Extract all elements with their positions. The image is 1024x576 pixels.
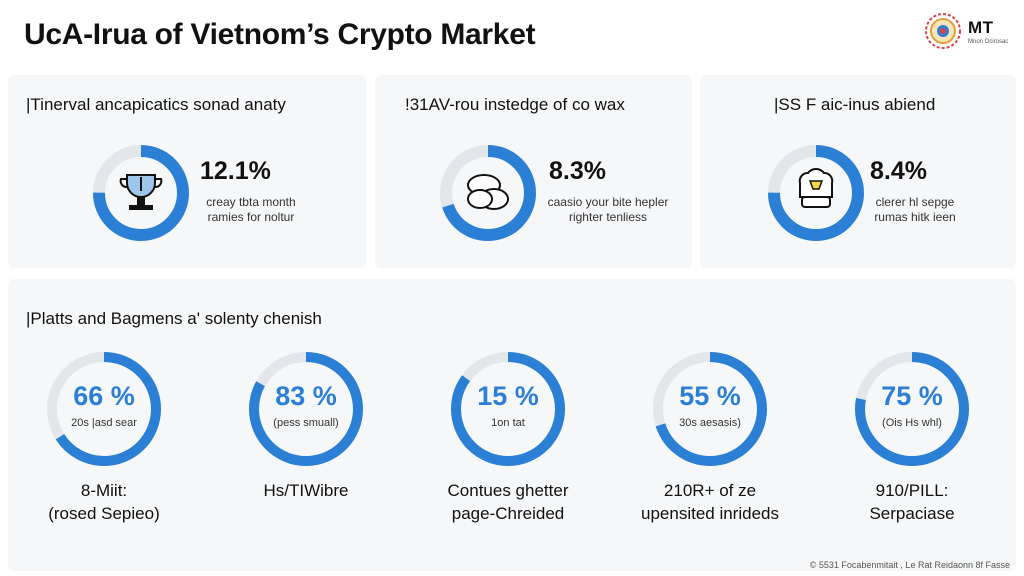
donut-fill	[249, 352, 363, 466]
top-card-2: !31AV-rou instedge of co wax 8.3% caasio…	[375, 75, 692, 268]
logo-text: MT	[968, 18, 994, 37]
stat-subtext: (Ois Hs whl)	[882, 417, 942, 429]
card-title: |Tinerval ancapicatics sonad anaty	[26, 95, 286, 114]
stat-donut	[451, 352, 565, 466]
card-value: 12.1%	[200, 157, 271, 185]
top-card-1: |Tinerval ancapicatics sonad anaty 12.1%…	[8, 75, 366, 268]
page-title: UcA-Irua of Vietnom’s Crypto Market	[24, 18, 536, 51]
stat-donut	[653, 352, 767, 466]
stat-label: 910/PILL: Serpaciase	[869, 481, 955, 523]
coins-icon	[467, 174, 509, 210]
stat-label: Contues ghetter page-Chreided	[447, 481, 569, 523]
stat-donut	[47, 352, 161, 466]
trophy-icon	[119, 174, 163, 210]
seal-icon	[925, 13, 961, 49]
stat-donut	[855, 352, 969, 466]
donut-fill	[440, 145, 536, 241]
stat-subtext: 1on tat	[491, 417, 525, 429]
bottom-panel: |Platts and Bagmens a' solenty chenish 6…	[8, 279, 1016, 571]
donut-fill	[451, 352, 565, 466]
stat-subtext: 20s |asd sear	[71, 417, 137, 429]
stat-value: 66 %	[73, 381, 135, 411]
stat-value: 75 %	[881, 381, 943, 411]
card-description: clerer hl sepge rumas hitk ieen	[874, 195, 956, 224]
stat-item: 66 % 20s |asd sear 8-Miit: (rosed Sepieo…	[19, 279, 189, 529]
stat-item: 15 % 1on tat Contues ghetter page-Chreid…	[423, 279, 593, 529]
card-title: !31AV-rou instedge of co wax	[405, 95, 625, 114]
donut-chart	[440, 145, 536, 241]
brand-logo: MT Mnon Ocirosac	[924, 12, 1016, 56]
stat-label: 8-Miit: (rosed Sepieo)	[48, 481, 160, 523]
card-value: 8.4%	[870, 157, 927, 185]
top-card-3: |SS F aic-inus abiend 8.4% clerer hl sep…	[700, 75, 1016, 268]
stat-donut	[249, 352, 363, 466]
stat-value: 55 %	[679, 381, 741, 411]
donut-fill	[855, 352, 969, 466]
footer-credit: © 5531 Focabenmitait , Le Rat Reidaonn 8…	[809, 560, 1010, 570]
section-title: |Platts and Bagmens a' solenty chenish	[26, 309, 322, 328]
stat-value: 15 %	[477, 381, 539, 411]
card-description: caasio your bite hepler righter tenliess	[547, 195, 669, 224]
stat-item: 55 % 30s aesasis) 210R+ of ze upensited …	[625, 279, 795, 529]
donut-fill	[768, 145, 864, 241]
stat-value: 83 %	[275, 381, 337, 411]
stat-label: Hs/TIWibre	[263, 481, 349, 500]
donut-fill	[93, 145, 189, 241]
stat-subtext: 30s aesasis)	[679, 417, 741, 429]
chef-icon	[798, 168, 834, 208]
donut-fill	[47, 352, 161, 466]
card-title: |SS F aic-inus abiend	[774, 95, 936, 114]
logo-subtext: Mnon Ocirosac	[968, 39, 1009, 45]
stat-label: 210R+ of ze upensited inrideds	[641, 481, 779, 523]
card-value: 8.3%	[549, 157, 606, 185]
stat-item: 75 % (Ois Hs whl) 910/PILL: Serpaciase	[827, 279, 997, 529]
stat-subtext: (pess smuall)	[273, 417, 339, 429]
donut-chart	[93, 145, 189, 241]
stat-item: 83 % (pess smuall) Hs/TIWibre	[221, 279, 391, 529]
donut-fill	[653, 352, 767, 466]
donut-chart	[768, 145, 864, 241]
card-description: creay tbta month ramies for noltur	[206, 195, 296, 224]
